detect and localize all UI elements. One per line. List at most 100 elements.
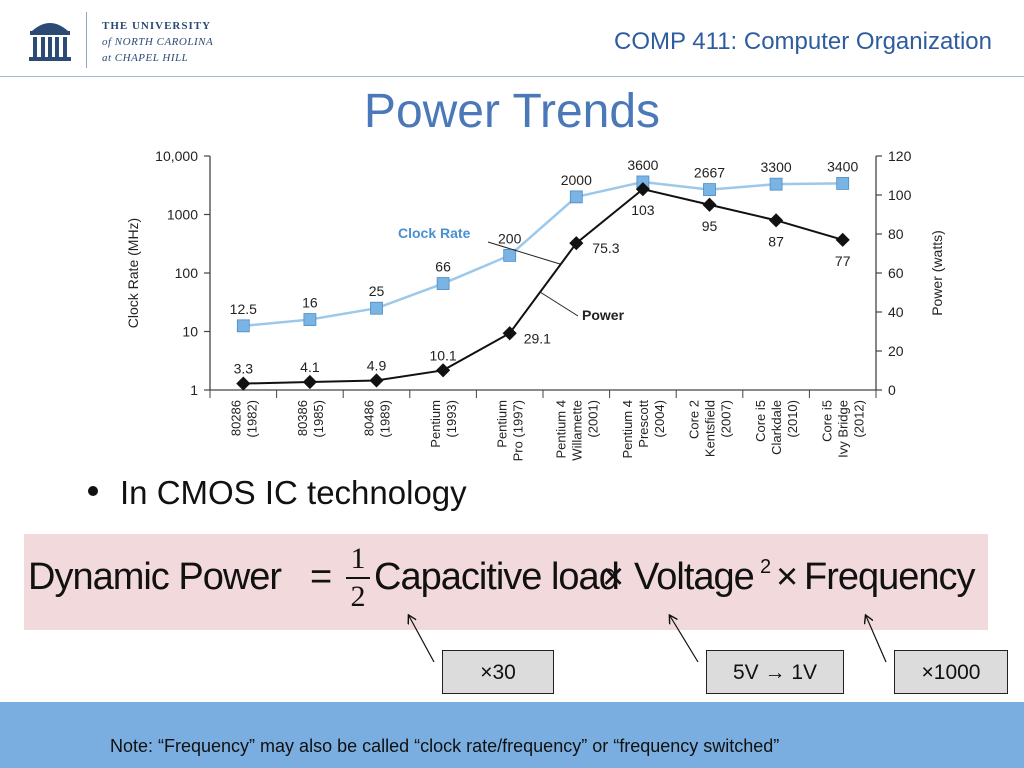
category-label: Core 2 (687, 400, 702, 439)
power-point (836, 233, 850, 247)
formula-capacitive-load: Capacitive load (374, 556, 619, 599)
clock-rate-value-label: 3600 (627, 157, 658, 173)
power-point (436, 363, 450, 377)
fraction-bar (346, 577, 370, 579)
power-value-label: 10.1 (429, 347, 456, 363)
clock-rate-point (371, 302, 383, 314)
header-divider (0, 76, 1024, 77)
clock-rate-point (704, 184, 716, 196)
clock-rate-value-label: 3300 (761, 159, 792, 175)
left-tick-label: 10 (182, 324, 198, 340)
right-tick-label: 20 (888, 343, 904, 359)
category-label: (2010) (785, 400, 800, 438)
power-value-label: 95 (702, 218, 718, 234)
formula-times-2: × (776, 556, 797, 599)
clock-rate-value-label: 66 (435, 259, 451, 275)
footer-bar: Note: “Frequency” may also be called “cl… (0, 702, 1024, 768)
formula-equals: = (310, 556, 331, 599)
left-tick-label: 1000 (167, 207, 198, 223)
power-point (369, 373, 383, 387)
clock-rate-line (243, 182, 842, 326)
clock-rate-point (770, 178, 782, 190)
voltage-annotation: 5V → 1V (706, 650, 844, 694)
category-label: Pro (1997) (511, 400, 526, 461)
category-label: Ivy Bridge (836, 400, 851, 458)
clock-rate-point (237, 320, 249, 332)
y-axis-title: Clock Rate (MHz) (125, 218, 141, 328)
university-line-2: of NORTH CAROLINA (102, 34, 213, 50)
bullet-dot (88, 486, 98, 496)
power-line (243, 189, 842, 383)
category-label: Kentsfield (703, 400, 718, 457)
bullet-text: In CMOS IC technology (120, 474, 467, 511)
right-tick-label: 100 (888, 187, 912, 203)
category-label: 80286 (228, 400, 243, 436)
university-line-3: at CHAPEL HILL (102, 50, 213, 66)
fraction-numerator: 1 (346, 542, 370, 576)
clock-rate-value-label: 25 (369, 283, 385, 299)
category-label: Core i5 (753, 400, 768, 442)
clock-rate-value-label: 2667 (694, 165, 725, 181)
right-tick-label: 80 (888, 226, 904, 242)
formula-voltage: Voltage (634, 556, 754, 599)
power-point (303, 375, 317, 389)
category-label: (2001) (585, 400, 600, 438)
clock-rate-point (570, 191, 582, 203)
power-value-label: 3.3 (234, 361, 254, 377)
formula-lhs: Dynamic Power (28, 556, 281, 599)
right-tick-label: 40 (888, 304, 904, 320)
power-value-label: 75.3 (592, 240, 619, 256)
category-label: (2004) (652, 400, 667, 438)
clock-rate-point (304, 314, 316, 326)
right-tick-label: 0 (888, 382, 896, 398)
category-label: (1989) (378, 400, 393, 438)
course-title: COMP 411: Computer Organization (614, 28, 992, 56)
category-label: Pentium 4 (553, 400, 568, 459)
dynamic-power-formula: Dynamic Power = 1 2 Capacitive load × Vo… (24, 534, 988, 630)
clock-rate-value-label: 2000 (561, 172, 592, 188)
category-label: Prescott (636, 400, 651, 448)
clock-rate-point (437, 278, 449, 290)
bullet-item: In CMOS IC technology (88, 474, 467, 512)
logo-separator (86, 12, 87, 68)
category-label: Pentium 4 (620, 400, 635, 459)
clock-rate-series-label: Clock Rate (398, 225, 471, 241)
left-tick-label: 100 (175, 265, 199, 281)
category-label: (1985) (311, 400, 326, 438)
university-line-1: THE UNIVERSITY (102, 18, 213, 34)
formula-exponent: 2 (760, 556, 770, 579)
y2-axis-title: Power (watts) (929, 230, 945, 316)
left-tick-label: 1 (190, 382, 198, 398)
old-well-icon (26, 13, 74, 65)
category-label: (2012) (852, 400, 867, 438)
power-value-label: 103 (631, 202, 655, 218)
clock-rate-value-label: 16 (302, 295, 318, 311)
clock-rate-value-label: 3400 (827, 158, 858, 174)
power-value-label: 4.1 (300, 359, 320, 375)
power-point (769, 213, 783, 227)
left-tick-label: 10,000 (155, 148, 198, 164)
frequency-annotation: ×1000 (894, 650, 1008, 694)
category-label: (1993) (444, 400, 459, 438)
category-label: Willamette (569, 400, 584, 461)
slide-title: Power Trends (0, 84, 1024, 139)
power-value-label: 87 (768, 233, 784, 249)
fraction-denominator: 2 (346, 580, 370, 614)
power-point (236, 376, 250, 390)
category-label: (2007) (719, 400, 734, 438)
capacitive-load-annotation: ×30 (442, 650, 554, 694)
category-label: 80486 (362, 400, 377, 436)
category-label: Pentium (428, 400, 443, 448)
clock-rate-value-label: 12.5 (230, 301, 257, 317)
power-callout-leader (540, 292, 578, 316)
clock-rate-point (504, 249, 516, 261)
power-series-label: Power (582, 307, 625, 323)
formula-frequency: Frequency (804, 556, 975, 599)
category-label: Clarkdale (769, 400, 784, 455)
category-label: 80386 (295, 400, 310, 436)
power-point (702, 198, 716, 212)
clock-rate-value-label: 200 (498, 230, 522, 246)
formula-fraction: 1 2 (346, 542, 370, 614)
power-value-label: 77 (835, 253, 851, 269)
